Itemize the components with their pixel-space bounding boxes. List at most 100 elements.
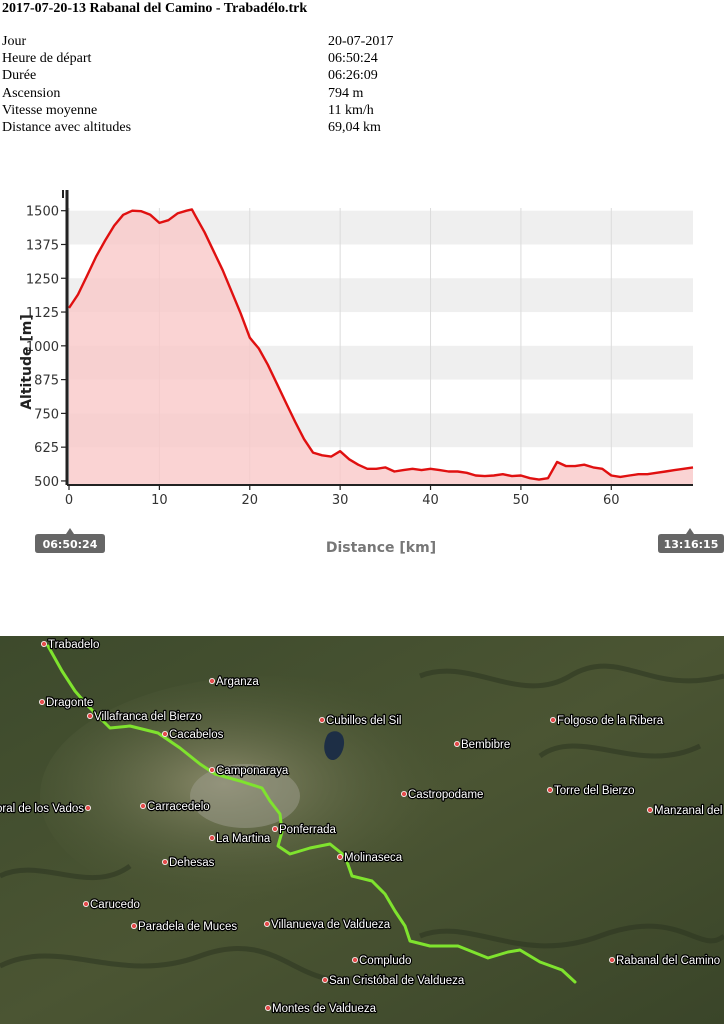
place-dot (208, 678, 215, 685)
place-dot (336, 853, 343, 860)
stat-label: Jour (2, 34, 27, 49)
place-marker[interactable]: Villanueva de Valdueza (263, 918, 392, 932)
place-label: Folgoso de la Ribera (557, 715, 664, 727)
place-marker[interactable]: Manzanal del P (647, 804, 724, 818)
place-dot (547, 786, 554, 793)
place-label: Carracedelo (147, 801, 210, 813)
place-label: Dragonte (46, 697, 93, 709)
place-dot (41, 641, 48, 647)
y-tick-label: 625 (34, 441, 59, 456)
place-label: Dehesas (169, 857, 215, 869)
place-marker[interactable]: Trabadelo (41, 638, 101, 652)
place-marker[interactable]: Villafranca del Bierzo (87, 710, 203, 724)
place-marker[interactable]: Toral de los Vados (0, 802, 92, 816)
place-label: Bembibre (461, 739, 510, 751)
place-dot (400, 790, 407, 797)
stat-value: 06:26:09 (328, 68, 378, 84)
place-marker[interactable]: Folgoso de la Ribera (550, 714, 665, 728)
place-dot (318, 717, 325, 724)
y-tick-label: 875 (34, 374, 59, 389)
x-tick-label: 50 (513, 493, 530, 508)
place-marker[interactable]: Carracedelo (139, 800, 211, 814)
place-marker[interactable]: Molinaseca (336, 851, 404, 865)
stat-value: 69,04 km (328, 120, 381, 136)
place-dot (87, 713, 94, 720)
track-title: 2017-07-20-13 Rabanal del Camino - Traba… (2, 1, 308, 16)
place-marker[interactable]: Cubillos del Sil (318, 714, 403, 728)
place-dot (161, 731, 168, 738)
stat-row-day: Jour 20-07-2017 (2, 33, 393, 50)
y-tick-label: 500 (34, 475, 59, 490)
y-tick-label: 1500 (26, 205, 59, 220)
y-tick-label: 1250 (26, 272, 59, 287)
place-dot (453, 741, 460, 748)
place-marker[interactable]: Torre del Bierzo (547, 784, 636, 798)
place-label: Villanueva de Valdueza (271, 919, 391, 931)
place-marker[interactable]: Ponferrada (271, 823, 338, 837)
x-tick-label: 60 (603, 493, 620, 508)
y-tick-label: 1375 (26, 238, 59, 253)
map-urban-area (190, 764, 300, 828)
place-marker[interactable]: Camponaraya (208, 764, 290, 778)
place-label: Camponaraya (216, 765, 289, 777)
place-dot (208, 834, 215, 841)
place-dot (85, 804, 92, 811)
place-label: Manzanal del P (654, 805, 724, 817)
place-marker[interactable]: Cacabelos (161, 728, 225, 742)
start-time-badge[interactable]: 06:50:24 (35, 528, 105, 553)
stat-value: 06:50:24 (328, 51, 378, 67)
place-label: La Martina (216, 833, 271, 845)
end-time-badge[interactable]: 13:16:15 (658, 528, 724, 553)
place-dot (271, 825, 278, 832)
place-label: Torre del Bierzo (554, 785, 635, 797)
place-dot (647, 806, 654, 813)
place-marker[interactable]: Castropodame (400, 788, 485, 802)
place-marker[interactable]: Rabanal del Camino (609, 954, 721, 968)
place-dot (263, 920, 270, 927)
elevation-line (68, 208, 694, 481)
stat-label: Distance avec altitudes (2, 120, 132, 136)
place-label: Cacabelos (169, 729, 224, 741)
stat-row-duration: Durée 06:26:09 (2, 67, 393, 84)
place-label: Cubillos del Sil (326, 715, 401, 727)
place-label: Trabadelo (48, 639, 99, 651)
place-marker[interactable]: Dehesas (161, 856, 216, 870)
end-time-label: 13:16:15 (664, 538, 719, 551)
stat-label: Vitesse moyenne (2, 102, 98, 118)
y-tick-label: 1000 (26, 340, 59, 355)
place-marker[interactable]: Compludo (351, 954, 413, 968)
place-label: Paradela de Muces (138, 921, 237, 933)
stat-label: Durée (2, 68, 37, 84)
place-label: San Cristóbal de Valdueza (329, 975, 465, 987)
place-marker[interactable]: Arganza (208, 675, 261, 689)
place-marker[interactable]: Dragonte (39, 696, 95, 710)
reservoir (324, 731, 345, 761)
place-dot (321, 976, 328, 983)
stat-label: Ascension (2, 85, 61, 101)
place-marker[interactable]: La Martina (208, 832, 272, 846)
place-dot (609, 956, 616, 963)
place-marker[interactable]: San Cristóbal de Valdueza (321, 974, 466, 988)
place-dot (139, 802, 146, 809)
place-marker[interactable]: Carucedo (83, 898, 141, 912)
x-tick-label: 20 (241, 493, 258, 508)
x-tick-label: 10 (151, 493, 168, 508)
stat-label: Heure de départ (2, 51, 92, 67)
stat-row-ascent: Ascension 794 m (2, 85, 393, 102)
place-dot (264, 1004, 271, 1011)
place-label: Toral de los Vados (0, 803, 84, 815)
route-line[interactable] (46, 644, 577, 984)
place-label: Villafranca del Bierzo (94, 711, 202, 723)
place-marker[interactable]: Montes de Valdueza (264, 1002, 378, 1016)
place-marker[interactable]: Bembibre (453, 738, 511, 752)
elevation-chart: 500 625 750 875 1000 1125 1250 1375 1500 0 10 20 30 4… (19, 190, 724, 556)
y-axis-label: Altitude [m] (19, 314, 35, 410)
y-tick-label: 750 (34, 407, 59, 422)
place-label: Montes de Valdueza (272, 1003, 377, 1015)
stat-row-distance: Distance avec altitudes 69,04 km (2, 119, 393, 136)
place-dot (130, 922, 137, 929)
stat-row-start-time: Heure de départ 06:50:24 (2, 50, 393, 67)
map-ridges (0, 663, 724, 983)
place-marker[interactable]: Paradela de Muces (130, 920, 239, 934)
